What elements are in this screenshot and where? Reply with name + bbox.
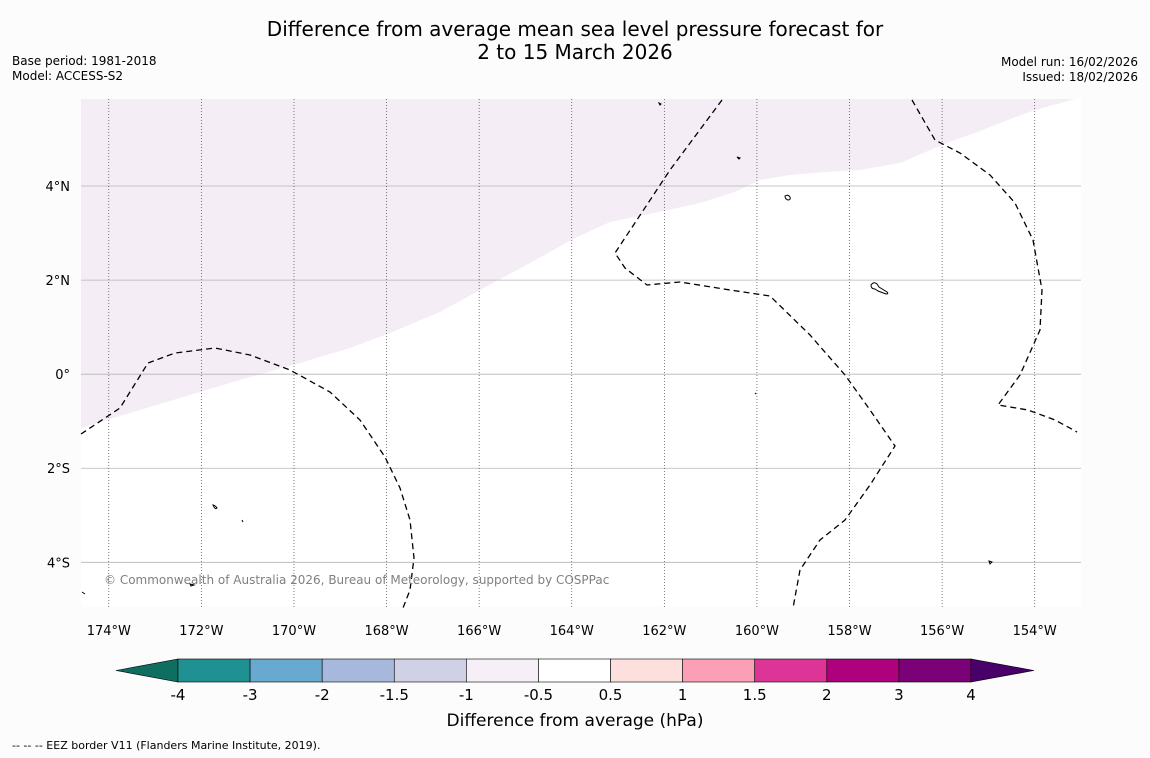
latitude-labels: 4°N 2°N 0° 2°S 4°S — [46, 180, 71, 571]
lat-label: 0° — [55, 368, 70, 383]
colorbar-extend-high — [970, 658, 1035, 683]
colorbar-tick-label: -0.5 — [524, 686, 553, 704]
colorbar-tick-label: 1 — [678, 686, 688, 704]
colorbar-segment — [177, 658, 251, 683]
base-info: Base period: 1981-2018 Model: ACCESS-S2 — [12, 54, 157, 84]
island-baker — [657, 101, 662, 106]
colorbar-tick-label: 3 — [894, 686, 904, 704]
lon-label: 156°W — [920, 624, 964, 639]
colorbar: -4 -3 -2 -1.5 -1 -0.5 0.5 1 1.5 2 3 4 — [115, 658, 1035, 704]
island-small-1 — [241, 519, 244, 523]
model-name: Model: ACCESS-S2 — [12, 69, 124, 83]
colorbar-tick-label: -3 — [243, 686, 258, 704]
colorbar-segment — [466, 658, 539, 683]
island-jarvis — [754, 392, 757, 395]
colorbar-segment — [826, 658, 900, 683]
colorbar-tick-label: 2 — [822, 686, 832, 704]
lat-label: 2°S — [47, 462, 70, 477]
colorbar-tick-label: 0.5 — [599, 686, 623, 704]
map-title: Difference from average mean sea level p… — [0, 18, 1150, 64]
colorbar-segment — [754, 658, 828, 683]
base-period: Base period: 1981-2018 — [12, 54, 157, 68]
island-palmyra — [784, 194, 791, 201]
lon-label: 162°W — [642, 624, 686, 639]
title-line-1: Difference from average mean sea level p… — [266, 17, 884, 41]
model-run: Model run: 16/02/2026 — [1000, 55, 1138, 69]
lon-label: 164°W — [550, 624, 594, 639]
colorbar-extend-low — [115, 658, 179, 683]
colorbar-tick-label: -1.5 — [380, 686, 409, 704]
lon-label: 172°W — [179, 624, 223, 639]
colorbar-tick-label: -4 — [171, 686, 186, 704]
lon-label: 168°W — [364, 624, 408, 639]
graticule — [81, 99, 1081, 607]
eez-border-central — [614, 99, 896, 609]
lat-label: 4°S — [47, 556, 70, 571]
colorbar-segment — [610, 658, 683, 683]
island-kiritimati — [870, 282, 889, 295]
lon-label: 170°W — [272, 624, 316, 639]
island-small-2 — [189, 583, 196, 587]
lat-label: 2°N — [46, 274, 71, 289]
colorbar-segment — [898, 658, 972, 683]
run-info: Model run: 16/02/2026 Issued: 18/02/2026 — [1001, 55, 1138, 85]
eez-footnote: -- -- -- EEZ border V11 (Flanders Marine… — [12, 739, 321, 752]
eez-border-west — [80, 347, 415, 609]
lon-label: 166°W — [457, 624, 501, 639]
lon-label: 160°W — [735, 624, 779, 639]
island-swains — [212, 504, 218, 510]
lon-label: 174°W — [87, 624, 131, 639]
colorbar-segment — [393, 658, 467, 683]
longitude-labels: 174°W 172°W 170°W 168°W 166°W 164°W 162°W 160°W… — [87, 624, 1057, 639]
colorbar-tick-label: 4 — [966, 686, 976, 704]
colorbar-tick-label: 1.5 — [743, 686, 767, 704]
colorbar-segment — [538, 658, 611, 683]
lon-label: 158°W — [827, 624, 871, 639]
issued-date: Issued: 18/02/2026 — [1022, 70, 1138, 84]
colorbar-tick-label: -1 — [459, 686, 474, 704]
lat-label: 4°N — [46, 180, 71, 195]
colorbar-segment — [249, 658, 323, 683]
colorbar-tick-label: -2 — [315, 686, 330, 704]
island-small-3 — [988, 560, 993, 565]
title-line-2: 2 to 15 March 2026 — [477, 40, 673, 64]
colorbar-segment — [682, 658, 756, 683]
eez-border-east — [911, 99, 1078, 433]
island-reef — [736, 156, 741, 160]
colorbar-segment — [321, 658, 395, 683]
copyright-notice: © Commonwealth of Australia 2026, Bureau… — [104, 573, 609, 587]
colorbar-label: Difference from average (hPa) — [447, 711, 704, 731]
lon-label: 154°W — [1013, 624, 1057, 639]
island-small-4 — [81, 591, 86, 595]
anomaly-shaded-region — [81, 99, 1075, 428]
